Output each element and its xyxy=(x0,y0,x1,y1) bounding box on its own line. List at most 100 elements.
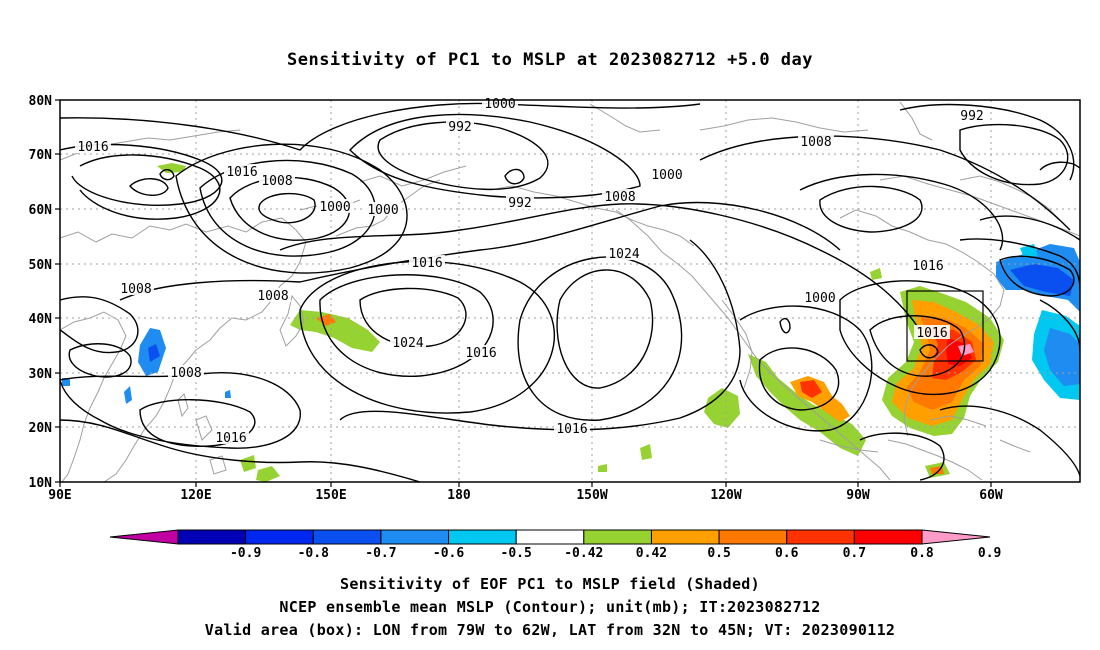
contour-label: 1008 xyxy=(257,289,288,304)
lat-tick-label: 10N xyxy=(29,476,53,491)
contour-label-bg xyxy=(649,167,685,181)
contour-label-bg xyxy=(798,134,834,148)
contour-label-bg xyxy=(168,365,204,379)
colorbar-label: 0.7 xyxy=(843,546,866,561)
mslp-contours xyxy=(60,102,1080,482)
colorbar xyxy=(109,529,991,545)
contour-label-bg xyxy=(606,246,642,260)
caption-line-1: Sensitivity of EOF PC1 to MSLP field (Sh… xyxy=(340,575,760,593)
contour-label-bg xyxy=(914,325,950,339)
lon-tick-label: 180 xyxy=(447,488,471,503)
contour-label: 1016 xyxy=(226,165,257,180)
shade-negative xyxy=(124,386,132,404)
contour-label-bg xyxy=(958,108,986,122)
colorbar-segment xyxy=(312,529,382,545)
shade-negative xyxy=(62,378,70,386)
contour-label: 1008 xyxy=(800,135,831,150)
contour-label: 1024 xyxy=(608,247,639,262)
shade-green xyxy=(240,455,256,472)
colorbar-segment xyxy=(245,529,314,545)
lat-tick-label: 40N xyxy=(29,312,53,327)
lon-tick-label: 150E xyxy=(315,488,346,503)
contour-label: 1000 xyxy=(651,168,682,183)
map-title: Sensitivity of PC1 to MSLP at 2023082712… xyxy=(286,50,813,70)
coastlines xyxy=(60,101,1080,482)
colorbar-label: -0.6 xyxy=(433,546,464,561)
colorbar-label: -0.5 xyxy=(501,546,532,561)
contour-label-bg xyxy=(602,189,638,203)
contour-label: 1008 xyxy=(604,190,635,205)
lat-tick-label: 70N xyxy=(29,148,53,163)
lat-labels: 80N 70N 60N 50N 40N 30N 20N 10N xyxy=(29,94,53,491)
lon-tick-label: 120W xyxy=(710,488,741,503)
colorbar-low-arrow xyxy=(109,529,179,545)
shade-green xyxy=(870,268,882,280)
contour-label: 992 xyxy=(960,109,983,124)
colorbar-segment xyxy=(718,529,788,545)
contour-label-bg xyxy=(463,345,499,359)
lat-lon-grid xyxy=(60,100,1080,482)
colorbar-segment xyxy=(515,529,585,545)
lon-tick-label: 120E xyxy=(180,488,211,503)
colorbar-label: 0.6 xyxy=(775,546,799,561)
lat-tick-label: 60N xyxy=(29,203,53,218)
contour-label: 1016 xyxy=(912,259,943,274)
contour-label-bg xyxy=(446,119,474,133)
shade-green xyxy=(640,444,652,460)
lat-tick-label: 20N xyxy=(29,421,53,436)
contour-label: 992 xyxy=(508,196,531,211)
contour-label-bg xyxy=(118,281,154,295)
colorbar-labels: -0.9 -0.8 -0.7 -0.6 -0.5 -0.42 0.42 0.5 0.6 0.7 0.… xyxy=(230,546,1001,561)
shade-green xyxy=(256,466,280,482)
lon-labels: 90E 120E 150E 180 150W 120W 90W 60W xyxy=(48,488,1003,503)
contour-label: 1024 xyxy=(392,336,423,351)
colorbar-label: -0.42 xyxy=(564,546,603,561)
colorbar-label: -0.9 xyxy=(230,546,261,561)
map-frame xyxy=(59,99,1081,483)
caption-line-3: Valid area (box): LON from 79W to 62W, L… xyxy=(204,621,896,639)
contour-label: 1016 xyxy=(465,346,496,361)
contour-label: 1016 xyxy=(215,431,246,446)
colorbar-segment xyxy=(786,529,855,545)
lon-tick-label: 150W xyxy=(576,488,607,503)
contour-label-bg xyxy=(554,421,590,435)
contour-label-bg xyxy=(409,255,445,269)
lat-tick-label: 80N xyxy=(29,94,53,109)
colorbar-label: -0.7 xyxy=(365,546,396,561)
shade-green xyxy=(598,464,607,472)
shade-green xyxy=(290,310,380,352)
contour-labels: 1000 992 1016 1016 1008 1000 1000 992 1008 1000 10… xyxy=(75,96,986,446)
colorbar-high-arrow xyxy=(921,529,991,545)
contour-label-bg xyxy=(75,139,111,153)
lat-tick-label: 50N xyxy=(29,258,53,273)
contour-label-bg xyxy=(317,199,353,213)
shade-negative xyxy=(1010,264,1074,296)
caption-line-2: NCEP ensemble mean MSLP (Contour); unit(… xyxy=(279,598,821,616)
lat-tick-label: 30N xyxy=(29,367,53,382)
contour-label-bg xyxy=(259,173,295,187)
contour-label: 1008 xyxy=(261,174,292,189)
shade-green xyxy=(704,388,740,428)
colorbar-segment xyxy=(177,529,247,545)
lon-tick-label: 90W xyxy=(846,488,870,503)
contour-label: 1008 xyxy=(170,366,201,381)
contour-label: 1008 xyxy=(120,282,151,297)
colorbar-segment xyxy=(650,529,720,545)
colorbar-label: 0.8 xyxy=(910,546,934,561)
shade-pink xyxy=(958,344,974,356)
shade-negative xyxy=(148,344,160,362)
colorbar-segment xyxy=(448,529,517,545)
contour-label: 1016 xyxy=(556,422,587,437)
contour-label-bg xyxy=(802,290,838,304)
contour-label-bg xyxy=(910,258,946,272)
contour-label: 1016 xyxy=(77,140,108,155)
contour-label-bg xyxy=(255,288,291,302)
contour-label-bg xyxy=(506,195,534,209)
contour-label-bg xyxy=(365,202,401,216)
colorbar-label: 0.9 xyxy=(978,546,1001,561)
contour-label-bg xyxy=(213,430,249,444)
lon-tick-label: 60W xyxy=(979,488,1003,503)
colorbar-label: 0.5 xyxy=(707,546,730,561)
contour-label: 1016 xyxy=(916,326,947,341)
